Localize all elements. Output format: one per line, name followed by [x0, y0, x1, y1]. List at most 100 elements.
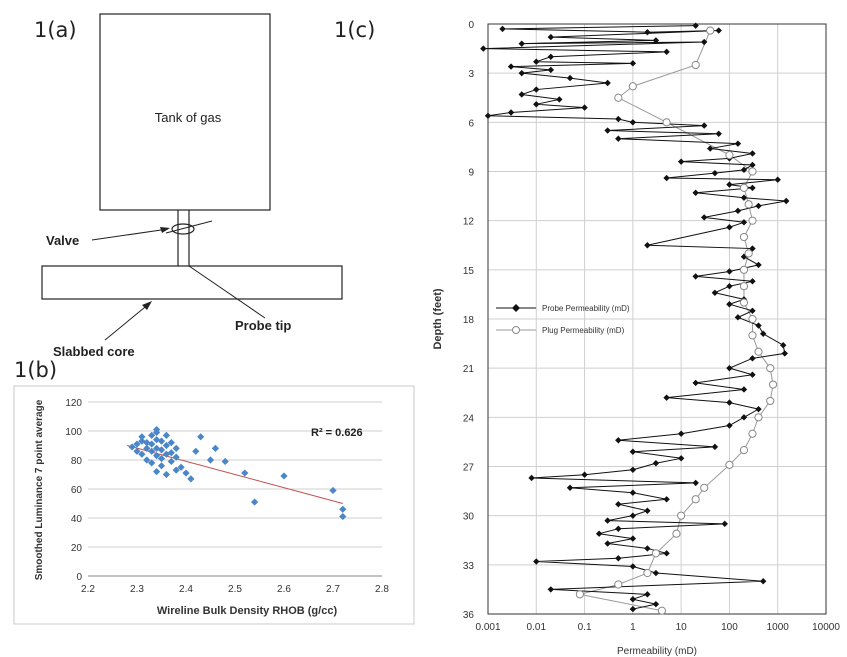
chart-b-data-point	[133, 440, 141, 448]
probe-permeability-point	[652, 37, 660, 44]
chart-b-data-point	[221, 457, 229, 466]
chart-b-data-point	[172, 453, 180, 461]
probe-permeability-point	[759, 330, 767, 337]
probe-permeability-point	[726, 224, 733, 231]
probe-permeability-point	[547, 586, 555, 593]
probe-permeability-point	[629, 119, 637, 126]
chart-b-data-point	[138, 437, 146, 445]
probe-permeability-point	[749, 150, 756, 157]
chart-b-data-point	[167, 457, 175, 466]
chart-b-data-point	[138, 433, 146, 441]
plug-permeability-point	[691, 495, 700, 504]
probe-permeability-point	[644, 545, 651, 552]
chart-b-data-point	[162, 431, 170, 439]
plug-permeability-point	[754, 413, 763, 422]
plug-permeability-point	[677, 511, 686, 520]
probe-permeability-point	[615, 555, 622, 562]
chart-b-data-point	[339, 512, 347, 521]
chart-c-ytick-label: 0	[468, 20, 474, 31]
probe-permeability-point	[755, 202, 762, 210]
probe-permeability-point	[480, 45, 487, 52]
plug-permeability-point	[691, 60, 700, 70]
probe-permeability-point	[663, 550, 670, 557]
gas-tank	[99, 13, 271, 211]
probe-permeability-line	[483, 25, 787, 610]
plug-permeability-point	[754, 347, 763, 356]
probe-permeability-point	[644, 591, 651, 598]
probe-permeability-point	[692, 273, 699, 280]
probe-permeability-point	[726, 268, 733, 275]
probe-permeability-point	[533, 558, 540, 565]
probe-tip-label: Probe tip	[235, 318, 291, 333]
probe-permeability-point	[652, 569, 660, 577]
probe-permeability-point	[692, 189, 699, 197]
chart-b-ytick-label: 100	[65, 427, 82, 438]
chart-c-ytick-label: 18	[463, 315, 475, 326]
plug-permeability-point	[662, 118, 671, 127]
chart-b-data-point	[172, 444, 180, 452]
chart-b-ylabel: Smoothed Luminance 7 point average	[34, 399, 45, 580]
chart-b-data-point	[153, 425, 161, 434]
chart-b-ytick-label: 0	[76, 572, 82, 583]
probe-permeability-point	[484, 112, 492, 119]
chart-c-ytick-label: 15	[463, 266, 475, 277]
probe-permeability-point	[566, 484, 574, 492]
probe-permeability-point	[726, 364, 733, 372]
valve-arrowhead	[160, 227, 170, 233]
probe-permeability-point	[629, 605, 637, 613]
probe-permeability-point	[604, 127, 611, 134]
probe-permeability-point	[677, 430, 685, 437]
probe-permeability-point	[749, 307, 756, 315]
probe-permeability-point	[711, 289, 719, 296]
probe-permeability-point	[629, 448, 637, 455]
plug-permeability-point	[739, 282, 749, 291]
plug-permeability-point	[748, 429, 757, 438]
probe-permeability-point	[644, 242, 651, 249]
chart-c-xtick-label: 100	[721, 622, 738, 633]
chart-c-xtick-label: 0.01	[527, 622, 547, 633]
probe-permeability-point	[715, 27, 722, 34]
chart-b-data-point	[162, 441, 170, 450]
probe-permeability-point	[783, 197, 790, 205]
chart-b-data-point	[148, 440, 156, 448]
probe-permeability-point	[547, 33, 555, 41]
chart-b-data-point	[187, 475, 195, 483]
plug-permeability-point	[672, 529, 681, 538]
probe-permeability-point	[615, 115, 622, 123]
plug-permeability-point	[657, 606, 667, 615]
chart-b-data-point	[241, 469, 249, 477]
chart-b-xtick-label: 2.8	[375, 584, 389, 595]
chart-b-data-point	[157, 454, 166, 463]
probe-permeability-point	[749, 245, 756, 252]
plug-permeability-point	[706, 26, 715, 35]
chart-c-ytick-label: 33	[463, 561, 475, 572]
chart-c-xtick-label: 10000	[812, 622, 840, 633]
chart-c-ytick-label: 21	[463, 364, 475, 375]
probe-permeability-point	[740, 414, 748, 421]
plug-permeability-point	[766, 396, 775, 406]
chart-b-ytick-label: 120	[65, 398, 82, 409]
probe-permeability-point	[700, 214, 708, 221]
plug-permeability-point	[748, 167, 757, 176]
chart-b-data-point	[162, 450, 170, 458]
plug-permeability-point	[614, 93, 623, 102]
probe-permeability-point	[749, 161, 756, 169]
probe-permeability-point	[556, 96, 563, 103]
probe-permeability-point	[644, 507, 651, 514]
probe-tip-pointer	[188, 265, 266, 319]
panel-label-c: 1(c)	[334, 18, 376, 42]
chart-b-data-point	[143, 444, 151, 452]
probe-permeability-point	[700, 122, 708, 129]
chart-b-data-point	[133, 447, 141, 455]
slabbed-core-label: Slabbed core	[53, 344, 135, 359]
plug-permeability-line	[579, 30, 774, 612]
chart-b-data-point	[138, 450, 146, 458]
probe-permeability-point	[726, 181, 733, 188]
probe-permeability-point	[581, 104, 588, 111]
chart-c-xlabel: Permeability (mD)	[617, 646, 697, 657]
probe-permeability-point	[533, 86, 540, 93]
probe-permeability-point	[715, 130, 722, 138]
valve-arrow	[91, 228, 169, 241]
probe-permeability-point	[734, 314, 742, 321]
